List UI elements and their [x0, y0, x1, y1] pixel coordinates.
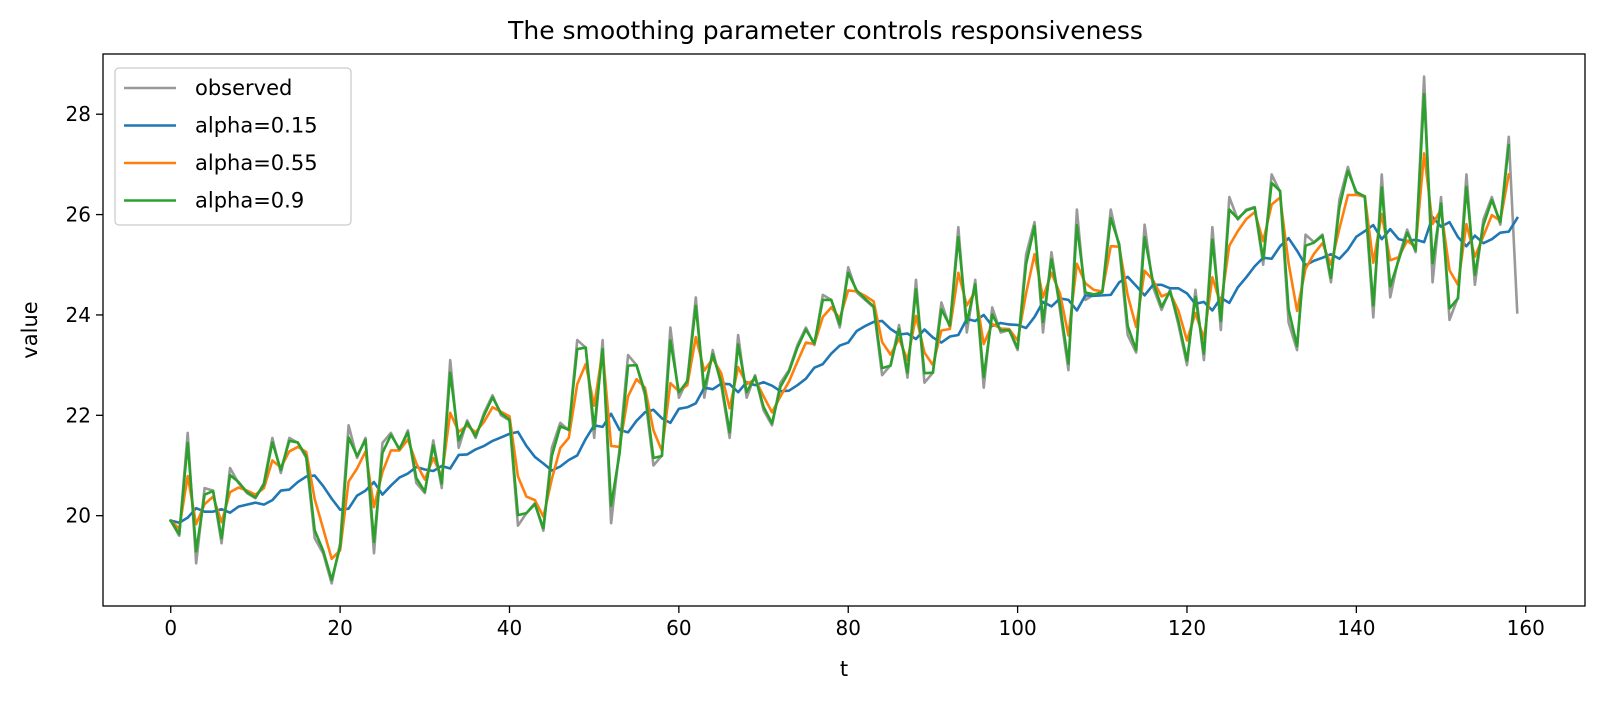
x-tick-label: 160	[1507, 616, 1545, 640]
x-tick-label: 120	[1168, 616, 1206, 640]
legend-label-3: alpha=0.9	[195, 189, 304, 213]
y-tick-label: 20	[66, 504, 91, 528]
series-line-3	[168, 92, 1511, 582]
y-axis-label: value	[18, 301, 42, 358]
legend-box	[114, 67, 352, 226]
x-axis: 0 20 40 60 80 100 120 140 160	[164, 606, 1545, 640]
legend-label-2: alpha=0.55	[195, 151, 318, 175]
y-tick-label: 24	[66, 303, 91, 327]
legend: observed alpha=0.15 alpha=0.55 alpha=0.9	[114, 67, 352, 226]
x-tick-label: 80	[836, 616, 861, 640]
x-axis-label: t	[840, 657, 848, 681]
x-tick-label: 40	[497, 616, 522, 640]
x-tick-label: 140	[1337, 616, 1375, 640]
legend-label-1: alpha=0.15	[195, 114, 318, 138]
y-tick-label: 26	[66, 203, 91, 227]
axes-frame	[102, 53, 1586, 607]
legend-label-0: observed	[195, 76, 292, 100]
x-tick-label: 0	[164, 616, 177, 640]
y-axis: 20 22 24 26 28	[66, 102, 103, 528]
x-tick-label: 60	[666, 616, 691, 640]
y-tick-label: 22	[66, 403, 91, 427]
series-line-1	[169, 215, 1520, 525]
y-tick-label: 28	[66, 102, 91, 126]
plot-area	[168, 75, 1520, 585]
x-tick-label: 100	[999, 616, 1037, 640]
x-tick-label: 20	[327, 616, 352, 640]
chart-title: The smoothing parameter controls respons…	[507, 16, 1143, 45]
